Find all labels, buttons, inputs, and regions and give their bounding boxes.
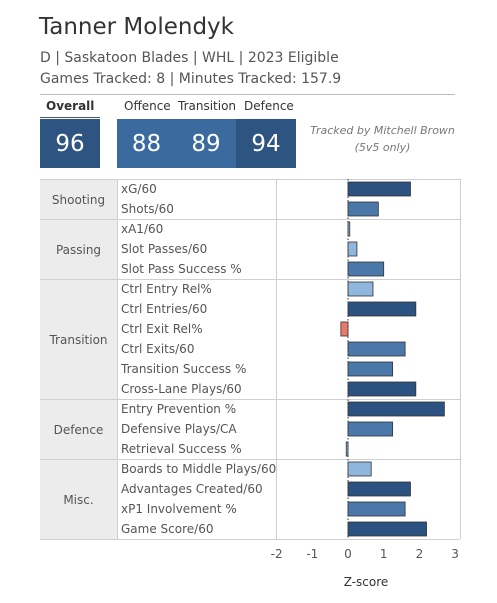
- grid-line: [40, 399, 460, 400]
- zscore-bar: [347, 501, 406, 517]
- zscore-bar: [347, 461, 372, 477]
- defence-label: Defence: [244, 99, 294, 113]
- transition-label: Transition: [178, 99, 237, 113]
- x-axis-label: Z-score: [344, 575, 389, 589]
- zscore-bar: [347, 521, 427, 537]
- x-tick-label: -1: [306, 547, 318, 561]
- metric-label: xA1/60: [121, 222, 164, 236]
- category-label-defence: Defence: [40, 400, 117, 459]
- overall-label: Overall: [46, 99, 95, 113]
- metric-label: Entry Prevention %: [121, 402, 237, 416]
- metric-label: Advantages Created/60: [121, 482, 263, 496]
- x-tick-label: 1: [380, 547, 388, 561]
- player-name: Tanner Molendyk: [39, 14, 234, 40]
- tracking-credit: Tracked by Mitchell Brown (5v5 only): [300, 122, 465, 156]
- defence-score-tile: 94: [236, 119, 296, 168]
- category-label-passing: Passing: [40, 220, 117, 279]
- metric-label: Retrieval Success %: [121, 442, 242, 456]
- overall-score-tile: 96: [40, 119, 100, 168]
- grid-line: [40, 279, 460, 280]
- category-label-transition: Transition: [40, 280, 117, 399]
- metric-label: Game Score/60: [121, 522, 214, 536]
- zscore-bar: [347, 281, 374, 297]
- metric-label: xP1 Involvement %: [121, 502, 237, 516]
- metric-label: Shots/60: [121, 202, 174, 216]
- grid-line: [40, 179, 460, 180]
- grid-line: [40, 219, 460, 220]
- category-label-shooting: Shooting: [40, 180, 117, 219]
- zscore-bar: [347, 361, 394, 377]
- zscore-bar: [347, 381, 417, 397]
- metric-label: Ctrl Exits/60: [121, 342, 195, 356]
- zscore-bar: [347, 241, 358, 257]
- metric-label: Ctrl Entry Rel%: [121, 282, 212, 296]
- transition-score-tile: 89: [176, 119, 236, 168]
- metric-label: Transition Success %: [121, 362, 247, 376]
- metric-label: xG/60: [121, 182, 157, 196]
- x-tick-label: 2: [416, 547, 424, 561]
- zscore-bar: [347, 341, 406, 357]
- x-tick-label: 3: [451, 547, 459, 561]
- grid-divider: [276, 179, 277, 539]
- offence-label: Offence: [124, 99, 171, 113]
- player-info: D | Saskatoon Blades | WHL | 2023 Eligib…: [40, 50, 339, 66]
- metric-label: Cross-Lane Plays/60: [121, 382, 242, 396]
- tracking-summary: Games Tracked: 8 | Minutes Tracked: 157.…: [40, 71, 342, 87]
- credit-note: (5v5 only): [354, 141, 411, 154]
- header-divider: [40, 94, 455, 95]
- metric-label: Ctrl Entries/60: [121, 302, 208, 316]
- category-label-misc: Misc.: [40, 460, 117, 539]
- zscore-bar: [347, 261, 385, 277]
- x-tick-label: -2: [271, 547, 283, 561]
- grid-line: [40, 459, 460, 460]
- zscore-bar: [347, 301, 417, 317]
- zscore-bar: [347, 401, 445, 417]
- zscore-bar: [347, 181, 411, 197]
- metric-label: Slot Passes/60: [121, 242, 208, 256]
- metric-label: Slot Pass Success %: [121, 262, 242, 276]
- metric-label: Boards to Middle Plays/60: [121, 462, 277, 476]
- grid-divider: [460, 179, 461, 539]
- offence-score-tile: 88: [117, 119, 176, 168]
- credit-author: Tracked by Mitchell Brown: [310, 124, 455, 137]
- grid-line: [40, 539, 460, 540]
- metric-label: Defensive Plays/CA: [121, 422, 237, 436]
- zscore-bar: [347, 421, 394, 437]
- zscore-bar: [347, 201, 379, 217]
- overall-underline: [40, 117, 100, 118]
- zscore-bar: [347, 481, 411, 497]
- metric-label: Ctrl Exit Rel%: [121, 322, 203, 336]
- x-tick-label: 0: [344, 547, 352, 561]
- grid-divider: [117, 179, 118, 539]
- zscore-bar: [340, 321, 349, 337]
